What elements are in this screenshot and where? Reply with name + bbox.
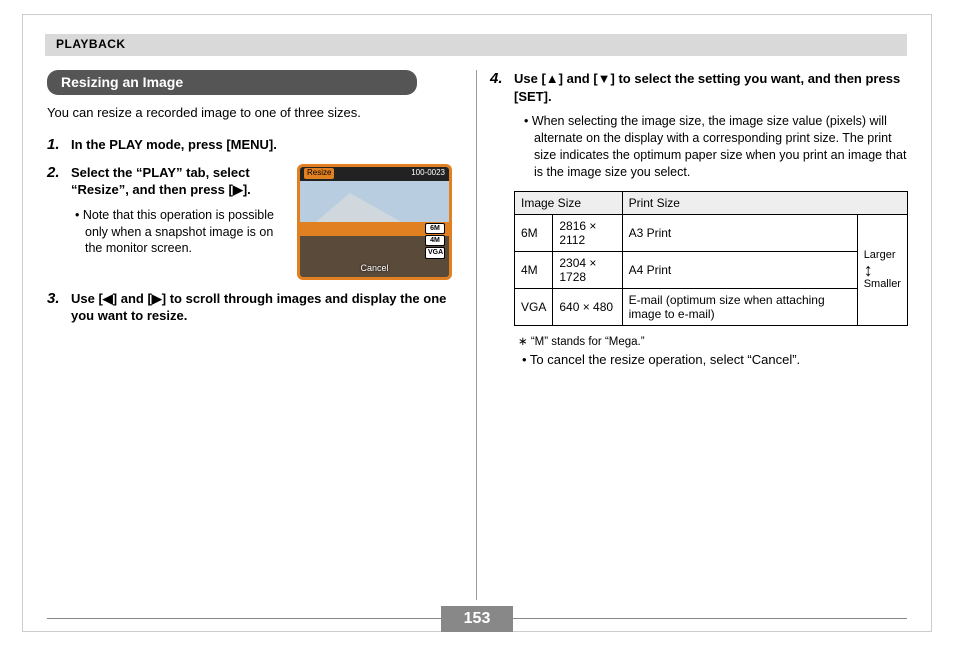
size-table: Image Size Print Size 6M 2816 × 2112 A3 … bbox=[514, 191, 908, 326]
step-heading: Select the “PLAY” tab, select “Resize”, … bbox=[71, 164, 287, 199]
left-column: Resizing an Image You can resize a recor… bbox=[47, 70, 462, 335]
cell: 640 × 480 bbox=[553, 288, 622, 325]
section-header: PLAYBACK bbox=[56, 37, 126, 51]
step-number: 4. bbox=[490, 70, 514, 181]
updown-arrow-icon: ↕ bbox=[864, 260, 873, 280]
cell: 6M bbox=[515, 214, 553, 251]
mega-footnote: ∗ “M” stands for “Mega.” bbox=[514, 334, 908, 348]
cancel-note: • To cancel the resize operation, select… bbox=[514, 352, 908, 367]
cell: E-mail (optimum size when attaching imag… bbox=[622, 288, 857, 325]
cell: 4M bbox=[515, 251, 553, 288]
step-1: 1. In the PLAY mode, press [MENU]. bbox=[47, 136, 462, 154]
cell: A3 Print bbox=[622, 214, 857, 251]
page-number: 153 bbox=[441, 606, 513, 632]
step-number: 3. bbox=[47, 290, 71, 325]
step-3: 3. Use [◀] and [▶] to scroll through ima… bbox=[47, 290, 462, 325]
cell: 2816 × 2112 bbox=[553, 214, 622, 251]
step-note: • When selecting the image size, the ima… bbox=[520, 113, 908, 181]
column-divider bbox=[476, 70, 477, 600]
step-heading: Use [▲] and [▼] to select the setting yo… bbox=[514, 70, 908, 105]
th-image-size: Image Size bbox=[515, 191, 623, 214]
step-number: 1. bbox=[47, 136, 71, 154]
cell: A4 Print bbox=[622, 251, 857, 288]
cell: VGA bbox=[515, 288, 553, 325]
footer-rule-left bbox=[47, 618, 441, 619]
step-2: 2. Select the “PLAY” tab, select “Resize… bbox=[47, 164, 462, 280]
size-option-4m: 4M bbox=[425, 235, 445, 246]
intro-text: You can resize a recorded image to one o… bbox=[47, 105, 462, 120]
size-option-vga: VGA bbox=[425, 247, 445, 258]
step-heading: Use [◀] and [▶] to scroll through images… bbox=[71, 291, 446, 324]
cam-mode-label: Resize bbox=[304, 168, 334, 179]
cell: 2304 × 1728 bbox=[553, 251, 622, 288]
step-number: 2. bbox=[47, 164, 71, 280]
cam-cancel-label: Cancel bbox=[300, 262, 449, 274]
camera-screenshot: Resize 100-0023 6M 4M VGA Cancel bbox=[297, 164, 452, 280]
th-print-size: Print Size bbox=[622, 191, 907, 214]
right-column: 4. Use [▲] and [▼] to select the setting… bbox=[490, 70, 908, 367]
cam-file-number: 100-0023 bbox=[411, 168, 445, 179]
size-direction-cell: Larger ↕ Smaller bbox=[857, 214, 907, 325]
step-heading: In the PLAY mode, press [MENU]. bbox=[71, 137, 277, 152]
step-4: 4. Use [▲] and [▼] to select the setting… bbox=[490, 70, 908, 181]
topic-title: Resizing an Image bbox=[47, 70, 417, 95]
step-note: • Note that this operation is possible o… bbox=[71, 207, 287, 258]
smaller-label: Smaller bbox=[864, 279, 901, 290]
header-bar bbox=[45, 34, 907, 56]
footer-rule-right bbox=[513, 618, 907, 619]
size-option-6m: 6M bbox=[425, 223, 445, 234]
